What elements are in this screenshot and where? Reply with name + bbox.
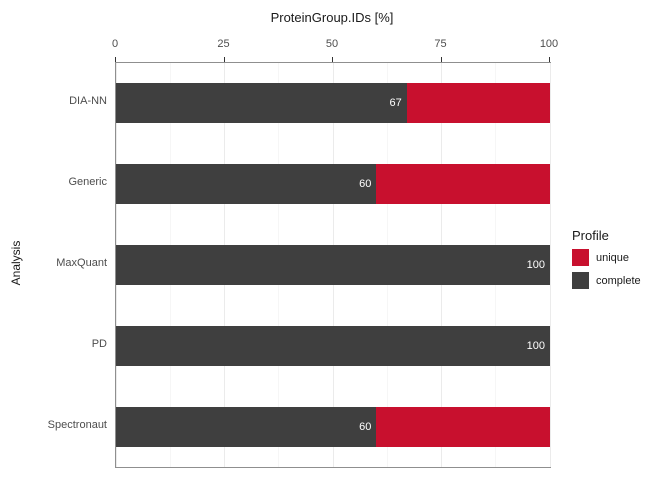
x-axis-tick [549, 57, 550, 62]
bar-value-label: 60 [359, 420, 372, 433]
x-axis-tick [115, 57, 116, 62]
x-axis-tick [223, 57, 225, 62]
bar-value-label: 60 [359, 178, 372, 191]
category-label: DIA-NN [69, 95, 107, 108]
legend-swatch [572, 249, 589, 266]
category-label: Spectronaut [47, 418, 107, 431]
chart-title: ProteinGroup.IDs [%] [270, 10, 394, 25]
bar-segment-complete [116, 164, 377, 205]
x-axis-tick-label: 25 [217, 38, 230, 50]
plot-panel: 67 60 100 100 60 [115, 62, 551, 468]
gridline-major [549, 63, 551, 467]
category-label: MaxQuant [56, 257, 107, 269]
legend-label: complete [596, 274, 641, 287]
legend-swatch [572, 272, 589, 289]
legend-label: unique [596, 251, 630, 264]
x-axis-tick-label: 75 [434, 38, 447, 50]
legend-item: complete [572, 272, 641, 289]
bar-segment-complete [116, 83, 407, 124]
bar-segment-unique [376, 406, 550, 447]
bar-segment-unique [406, 83, 550, 124]
bar-segment-unique [376, 164, 550, 205]
category-label: Generic [68, 176, 107, 189]
bar-value-label: 67 [389, 97, 402, 110]
legend: Profile unique complete [572, 228, 641, 289]
x-axis-tick-label: 100 [539, 38, 559, 50]
x-axis-tick [332, 57, 333, 62]
x-axis-tick [440, 57, 442, 62]
x-axis: 0 25 50 75 100 [112, 0, 558, 62]
bar-segment-complete [116, 245, 550, 285]
x-axis-tick-label: 0 [111, 38, 119, 50]
legend-item: unique [572, 249, 641, 266]
bar-value-label: 100 [526, 339, 545, 352]
y-axis-category-labels: DIA-NN Generic MaxQuant PD Spectronaut [0, 62, 107, 466]
x-axis-tick-label: 50 [325, 38, 339, 50]
bar-segment-complete [116, 325, 550, 366]
bar-value-label: 100 [526, 259, 545, 271]
legend-title: Profile [572, 228, 609, 243]
category-label: PD [91, 337, 107, 350]
bar-segment-complete [116, 406, 377, 447]
